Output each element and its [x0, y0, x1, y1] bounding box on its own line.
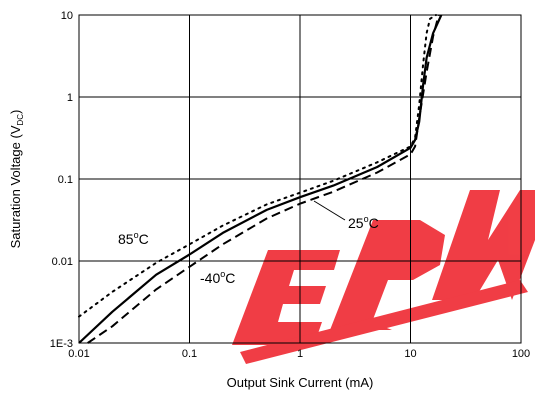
series-line-25c — [78, 14, 443, 344]
y-axis-label: Saturation Voltage (VDC) — [8, 110, 25, 249]
y-tick-label: 0.1 — [58, 174, 73, 186]
watermark-letter-p — [330, 220, 445, 330]
y-axis-label-main: Saturation Voltage (V — [8, 125, 23, 248]
annotation-25c-unit: C — [369, 215, 379, 231]
annotation-25c-leader-line — [313, 200, 346, 221]
annotation-minus40c-value: -40 — [200, 270, 220, 286]
y-axis-label-subscript: DC — [16, 114, 25, 126]
x-tick-label: 10 — [404, 348, 416, 360]
annotation-minus40c-unit: C — [225, 270, 235, 286]
degree-symbol: o — [364, 214, 369, 224]
watermark-letter-e — [232, 250, 340, 345]
x-tick-label: 100 — [512, 348, 530, 360]
y-tick-label: 0.01 — [52, 256, 73, 268]
y-tick-label: 1 — [67, 92, 73, 104]
degree-symbol: o — [220, 269, 225, 279]
watermark-letter-w — [432, 190, 535, 300]
annotation-85c: 85oC — [118, 230, 149, 247]
annotation-85c-unit: C — [139, 231, 149, 247]
x-tick-label: 1 — [297, 348, 303, 360]
x-tick-label: 0.1 — [182, 348, 197, 360]
series-line-85c — [78, 14, 437, 318]
x-axis-label: Output Sink Current (mA) — [227, 375, 374, 390]
annotation-25c-value: 25 — [348, 215, 364, 231]
y-axis-label-close: ) — [8, 110, 23, 114]
annotation-25c: 25oC — [348, 214, 379, 231]
series-layer — [78, 14, 443, 344]
degree-symbol: o — [134, 230, 139, 240]
plot-frame — [78, 14, 522, 344]
y-tick-label: 10 — [61, 10, 73, 22]
y-tick-label: 1E-3 — [50, 338, 73, 350]
annotation-minus40c: -40oC — [200, 269, 235, 286]
series-line--40c — [87, 14, 440, 344]
annotation-85c-value: 85 — [118, 231, 134, 247]
x-tick-label: 0.01 — [68, 348, 89, 360]
watermark — [232, 190, 535, 364]
